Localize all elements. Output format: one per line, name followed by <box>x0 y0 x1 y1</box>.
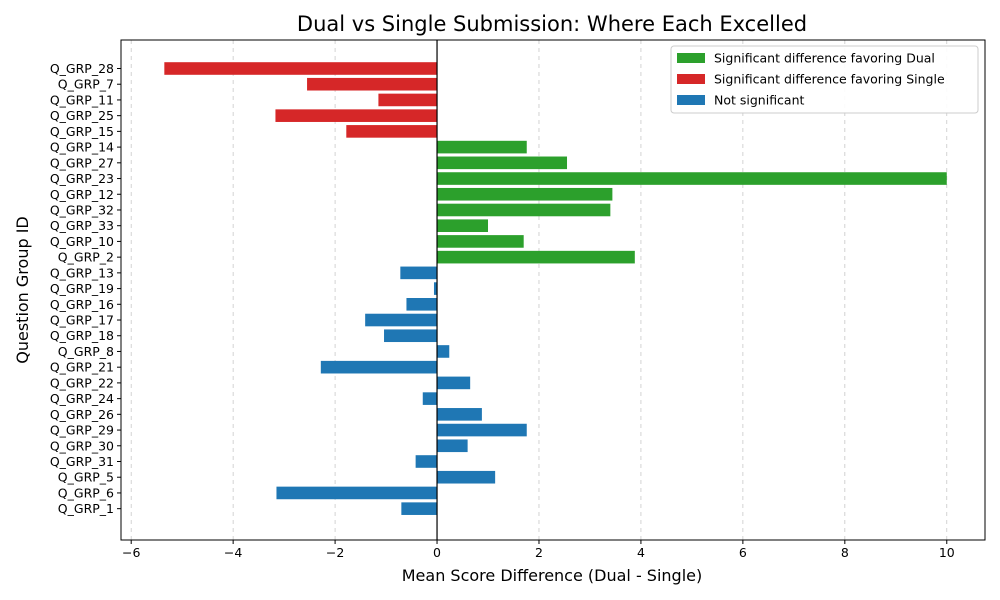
y-tick-label: Q_GRP_30 <box>50 438 114 453</box>
bar <box>415 455 438 468</box>
x-axis-ticks: −6 −4 −2 0 2 4 6 8 10 <box>122 540 955 560</box>
plot-frame <box>120 39 986 541</box>
y-tick-label: Q_GRP_13 <box>50 265 114 280</box>
bar <box>346 125 438 138</box>
y-tick-label: Q_GRP_31 <box>50 454 114 469</box>
bar <box>422 392 438 405</box>
bar <box>365 313 438 327</box>
legend-label: Significant difference favoring Single <box>714 72 945 87</box>
y-tick-label: Q_GRP_21 <box>50 360 114 375</box>
y-tick-label: Q_GRP_23 <box>50 171 114 186</box>
bar <box>437 187 613 201</box>
y-tick-label: Q_GRP_2 <box>58 250 114 265</box>
bar <box>275 109 438 122</box>
bar <box>437 219 489 232</box>
bar <box>401 502 438 515</box>
legend-swatch <box>677 95 705 105</box>
y-axis-ticks: Q_GRP_28Q_GRP_7Q_GRP_11Q_GRP_25Q_GRP_15Q… <box>50 61 121 516</box>
y-tick-label: Q_GRP_18 <box>50 328 114 343</box>
x-tick-label: −4 <box>224 545 242 560</box>
y-tick-label: Q_GRP_6 <box>58 485 114 500</box>
bar <box>437 345 450 358</box>
x-tick-label: 4 <box>637 545 645 560</box>
y-tick-label: Q_GRP_10 <box>50 234 114 249</box>
y-tick-label: Q_GRP_19 <box>50 281 114 296</box>
y-tick-label: Q_GRP_1 <box>58 501 114 516</box>
bar <box>276 486 438 500</box>
bar <box>437 156 568 170</box>
bar <box>164 62 438 75</box>
bar <box>437 203 611 217</box>
x-tick-label: 6 <box>739 545 747 560</box>
bar <box>437 408 482 421</box>
bars-group <box>164 62 947 515</box>
x-tick-label: −2 <box>326 545 344 560</box>
y-tick-label: Q_GRP_15 <box>50 124 114 139</box>
y-tick-label: Q_GRP_14 <box>50 140 114 155</box>
bar <box>307 77 438 91</box>
y-tick-label: Q_GRP_29 <box>50 423 114 438</box>
bar <box>406 298 438 311</box>
legend-label: Not significant <box>714 93 805 108</box>
bar <box>320 360 438 374</box>
y-tick-label: Q_GRP_12 <box>50 187 114 202</box>
legend-box <box>670 45 979 114</box>
y-tick-label: Q_GRP_17 <box>50 313 114 328</box>
x-tick-label: 10 <box>939 545 955 560</box>
x-tick-label: 2 <box>535 545 543 560</box>
y-tick-label: Q_GRP_28 <box>50 61 114 76</box>
bar <box>437 235 524 248</box>
bar <box>433 282 438 295</box>
bar <box>384 329 438 343</box>
y-tick-label: Q_GRP_27 <box>50 155 114 170</box>
bar <box>437 172 947 185</box>
grid-lines <box>130 40 948 540</box>
bar <box>437 439 468 453</box>
y-tick-label: Q_GRP_5 <box>58 470 114 485</box>
chart-title: Dual vs Single Submission: Where Each Ex… <box>297 12 807 36</box>
legend: Significant difference favoring Dual Sign… <box>670 45 979 114</box>
bar <box>400 266 438 280</box>
y-tick-label: Q_GRP_24 <box>50 391 114 406</box>
y-tick-label: Q_GRP_11 <box>50 92 114 107</box>
x-tick-label: −6 <box>122 545 140 560</box>
legend-label: Significant difference favoring Dual <box>714 51 935 66</box>
bar <box>378 93 438 107</box>
y-tick-label: Q_GRP_32 <box>50 202 114 217</box>
y-tick-label: Q_GRP_8 <box>58 344 114 359</box>
y-tick-label: Q_GRP_16 <box>50 297 114 312</box>
y-tick-label: Q_GRP_26 <box>50 407 114 422</box>
y-tick-label: Q_GRP_22 <box>50 375 114 390</box>
bar <box>437 250 635 264</box>
x-axis-label: Mean Score Difference (Dual - Single) <box>402 566 702 585</box>
x-tick-label: 0 <box>433 545 441 560</box>
bar <box>437 140 527 154</box>
bar <box>437 376 471 390</box>
bar <box>437 423 527 437</box>
y-tick-label: Q_GRP_33 <box>50 218 114 233</box>
y-axis-label: Question Group ID <box>13 216 32 363</box>
x-tick-label: 8 <box>841 545 849 560</box>
legend-swatch <box>677 53 705 63</box>
y-tick-label: Q_GRP_7 <box>58 77 114 92</box>
bar <box>437 470 496 484</box>
legend-swatch <box>677 74 705 84</box>
y-tick-label: Q_GRP_25 <box>50 108 114 123</box>
